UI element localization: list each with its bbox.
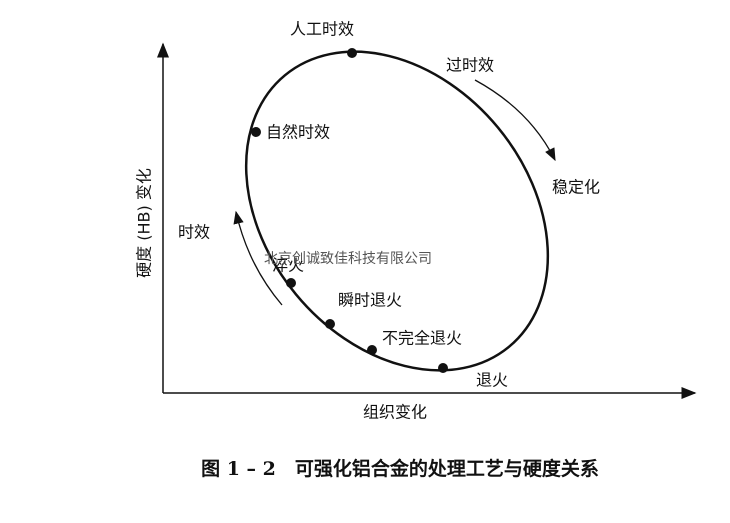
label: 淬火: [272, 256, 304, 275]
label: 自然时效: [266, 123, 330, 142]
direction-arrows: [233, 79, 556, 306]
label: 时效: [178, 223, 210, 242]
label: 稳定化: [552, 178, 600, 197]
x-axis-label: 组织变化: [363, 403, 427, 422]
stage-points: [251, 48, 448, 373]
watermark: 北京创诚致佳科技有限公司: [264, 251, 432, 267]
process-cycle: [244, 50, 550, 372]
label: 不完全退火: [382, 329, 462, 348]
axes: [157, 42, 697, 399]
caption: 图 1 – 2 可强化铝合金的处理工艺与硬度关系: [201, 457, 599, 480]
label: 人工时效: [290, 20, 354, 39]
y-axis-label: 硬度 (HB) 变化: [135, 168, 154, 278]
label: 退火: [476, 371, 508, 390]
label: 瞬时退火: [338, 291, 402, 310]
label: 过时效: [446, 56, 494, 75]
